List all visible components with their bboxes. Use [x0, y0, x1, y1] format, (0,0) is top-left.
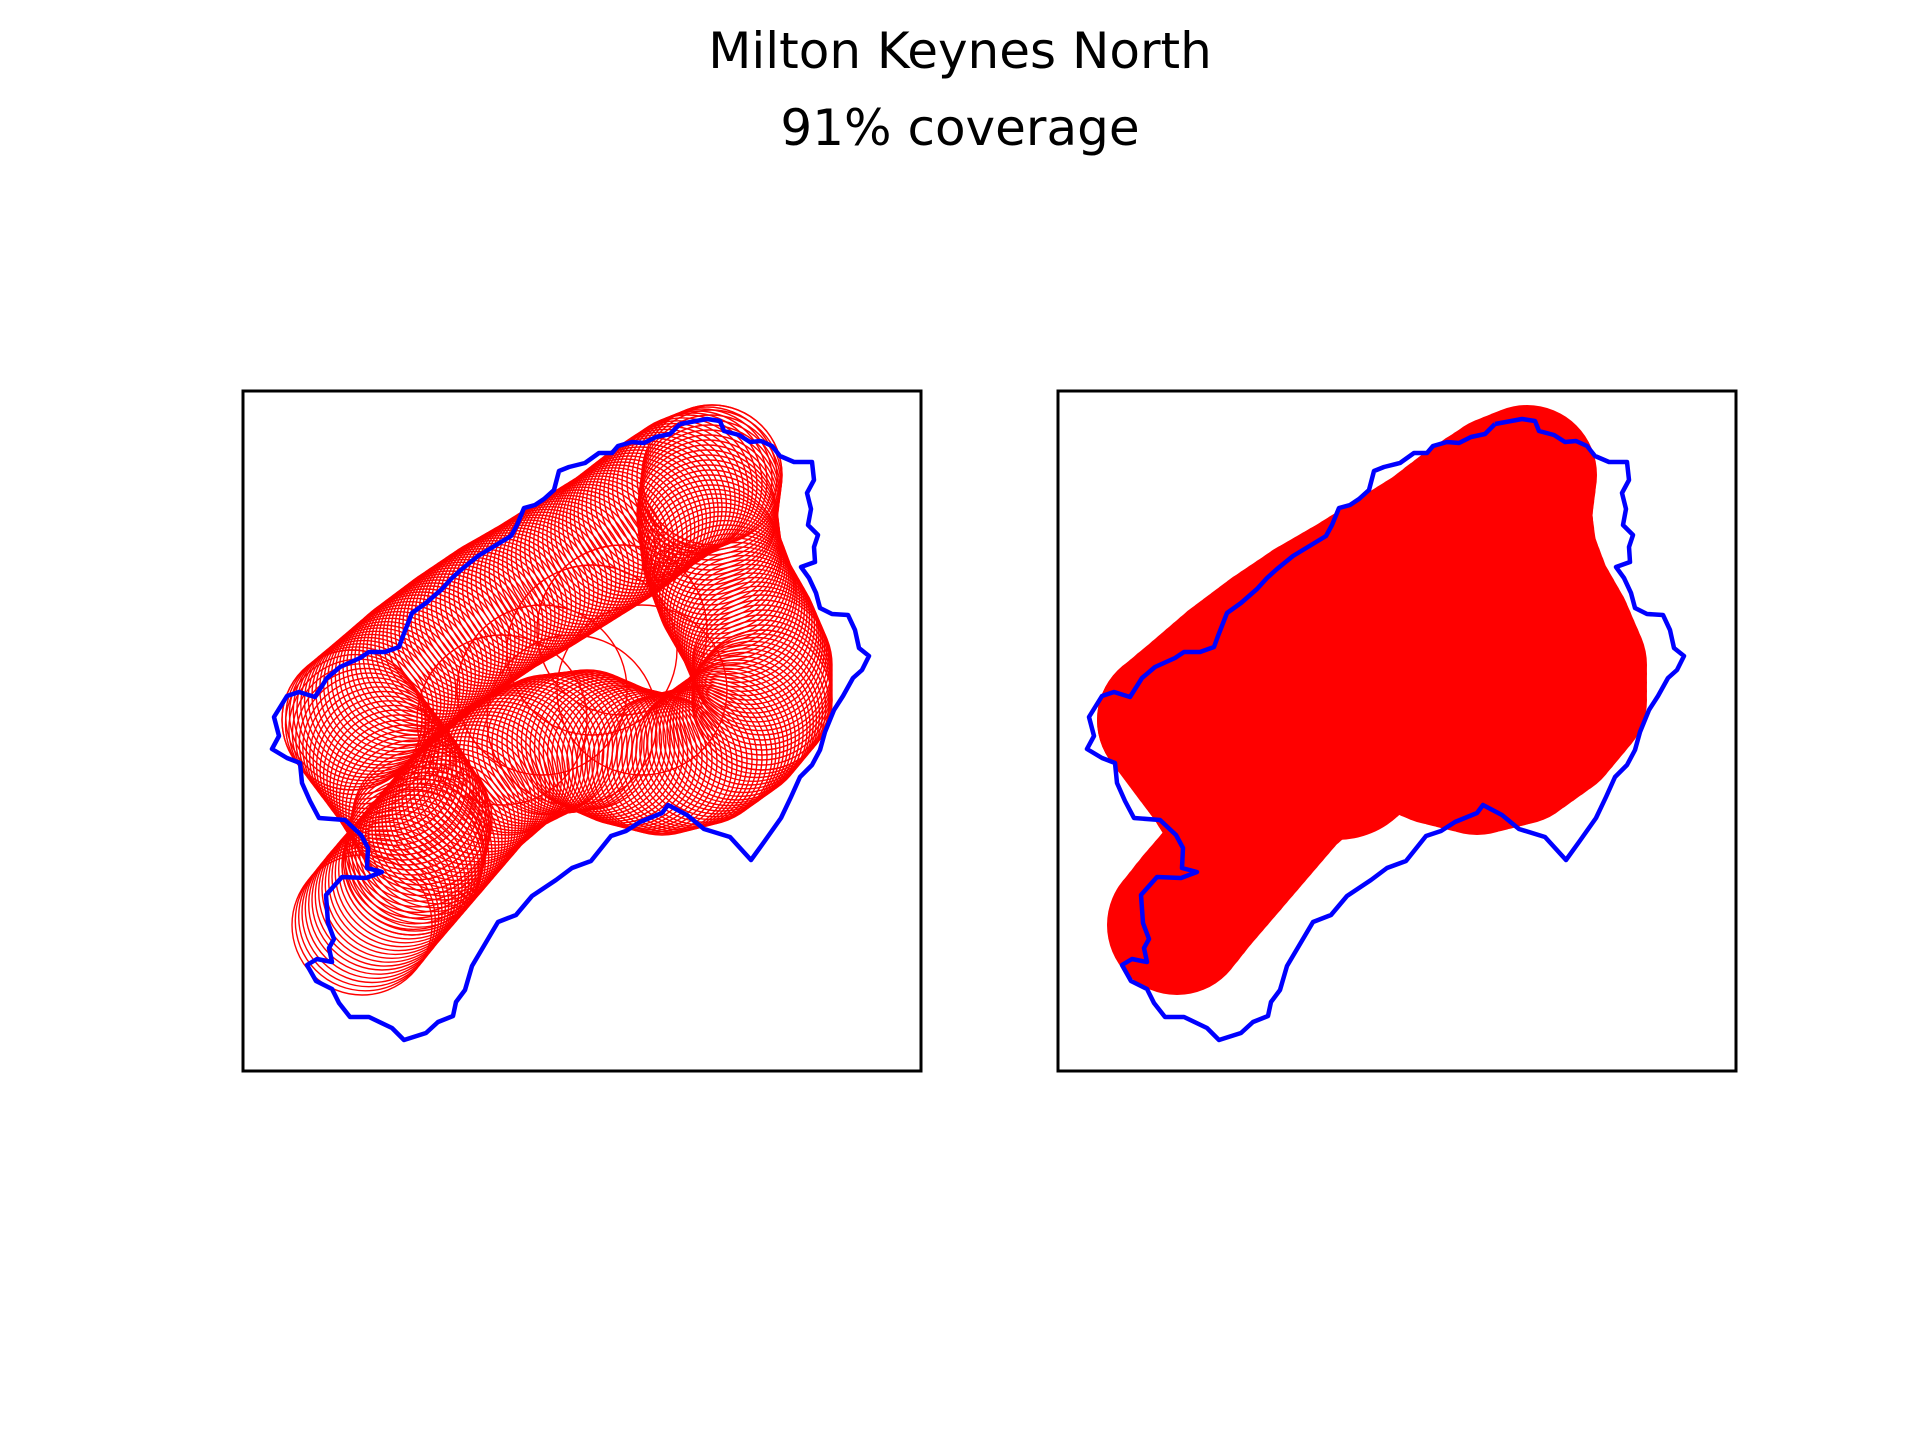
coverage-circle — [471, 676, 614, 818]
coverage-circle — [456, 604, 628, 776]
coverage-circle — [298, 672, 441, 814]
coverage-circle — [1247, 660, 1427, 840]
coverage-circle — [345, 777, 487, 919]
coverage-circle — [302, 677, 444, 819]
coverage-circle — [556, 604, 728, 776]
coverage-circle — [343, 783, 486, 925]
constituency-boundary — [1084, 416, 1687, 1043]
coverage-circle — [317, 821, 460, 963]
coverage-circle — [342, 788, 485, 931]
coverage-circle — [486, 634, 658, 806]
coverage-circle — [361, 771, 503, 913]
coverage-circle — [669, 655, 811, 797]
coverage-circle — [338, 729, 481, 871]
coverage-circle — [1417, 600, 1597, 780]
coverage-circle — [648, 502, 790, 644]
coverage-circle — [616, 688, 758, 830]
coverage-circle — [307, 833, 450, 975]
coverage-circle — [284, 653, 427, 796]
coverage-circle — [488, 500, 630, 642]
coverage-circle — [676, 559, 818, 701]
coverage-circle — [402, 553, 544, 695]
coverage-circle — [681, 640, 824, 782]
coverage-circle — [506, 564, 678, 736]
coverage-circle — [416, 634, 588, 806]
coverage-circle — [688, 633, 830, 775]
coverage-circle — [533, 676, 676, 819]
coverage-circle — [386, 564, 528, 706]
coverage-circle — [319, 700, 461, 842]
coverage-circle — [594, 428, 736, 571]
coverage-circle — [341, 734, 484, 876]
coverage-circle — [311, 829, 453, 971]
coverage-circle — [308, 686, 451, 828]
coverage-circle — [335, 724, 478, 866]
coverage-circle — [658, 664, 800, 807]
coverage-circle — [520, 671, 663, 813]
coverage-circle — [598, 425, 741, 568]
coverage-circle — [458, 683, 600, 825]
coverage-circle — [332, 719, 475, 861]
coverage-circle — [546, 464, 688, 606]
coverage-circle — [394, 732, 537, 874]
coverage-circles — [281, 404, 833, 996]
coverage-circle — [463, 681, 605, 823]
filled-coverage-map — [1056, 389, 1738, 1073]
coverage-circle — [391, 736, 533, 878]
coverage-circle — [565, 449, 708, 591]
map-title: Milton Keynes North — [708, 22, 1212, 80]
coverage-circle — [691, 629, 833, 771]
coverage-circle — [300, 633, 442, 776]
coverage-circle — [346, 771, 488, 914]
coverage-circle — [304, 837, 447, 979]
coverage-circle — [616, 414, 758, 556]
coverage-circle — [666, 659, 808, 801]
coverage-circle — [673, 554, 816, 697]
coverage-circle — [378, 570, 520, 712]
coverage-circle — [303, 630, 446, 772]
coverage-circle — [315, 695, 458, 837]
coverage-circle — [611, 417, 754, 559]
coverage-circle — [329, 714, 471, 856]
coverage-circle — [322, 704, 465, 847]
coverage-circle — [554, 458, 696, 600]
coverage-circle — [414, 545, 556, 687]
coverage-circle — [1157, 795, 1297, 935]
coverage-circle — [305, 681, 447, 823]
coverage-circle — [536, 544, 708, 716]
coverage-area — [1097, 405, 1647, 995]
coverage-circle — [321, 817, 463, 959]
coverage-circle — [621, 686, 763, 829]
coverage-circle — [342, 597, 484, 739]
outline-coverage-map — [241, 389, 923, 1073]
coverage-circle — [281, 649, 423, 791]
coverage-circle — [666, 541, 808, 684]
coverage-circle — [341, 794, 483, 936]
coverage-circle — [685, 636, 827, 779]
map-frame — [241, 389, 923, 1073]
coverage-circle — [348, 744, 490, 886]
coverage-circle — [668, 546, 811, 688]
coverage-subtitle: 91% coverage — [780, 99, 1140, 157]
coverage-circle — [436, 694, 578, 836]
constituency-boundary — [269, 416, 872, 1043]
map-frame — [1056, 389, 1738, 1073]
coverage-circle — [546, 682, 689, 824]
coverage-circle — [680, 568, 822, 710]
coverage-circle — [312, 690, 454, 833]
